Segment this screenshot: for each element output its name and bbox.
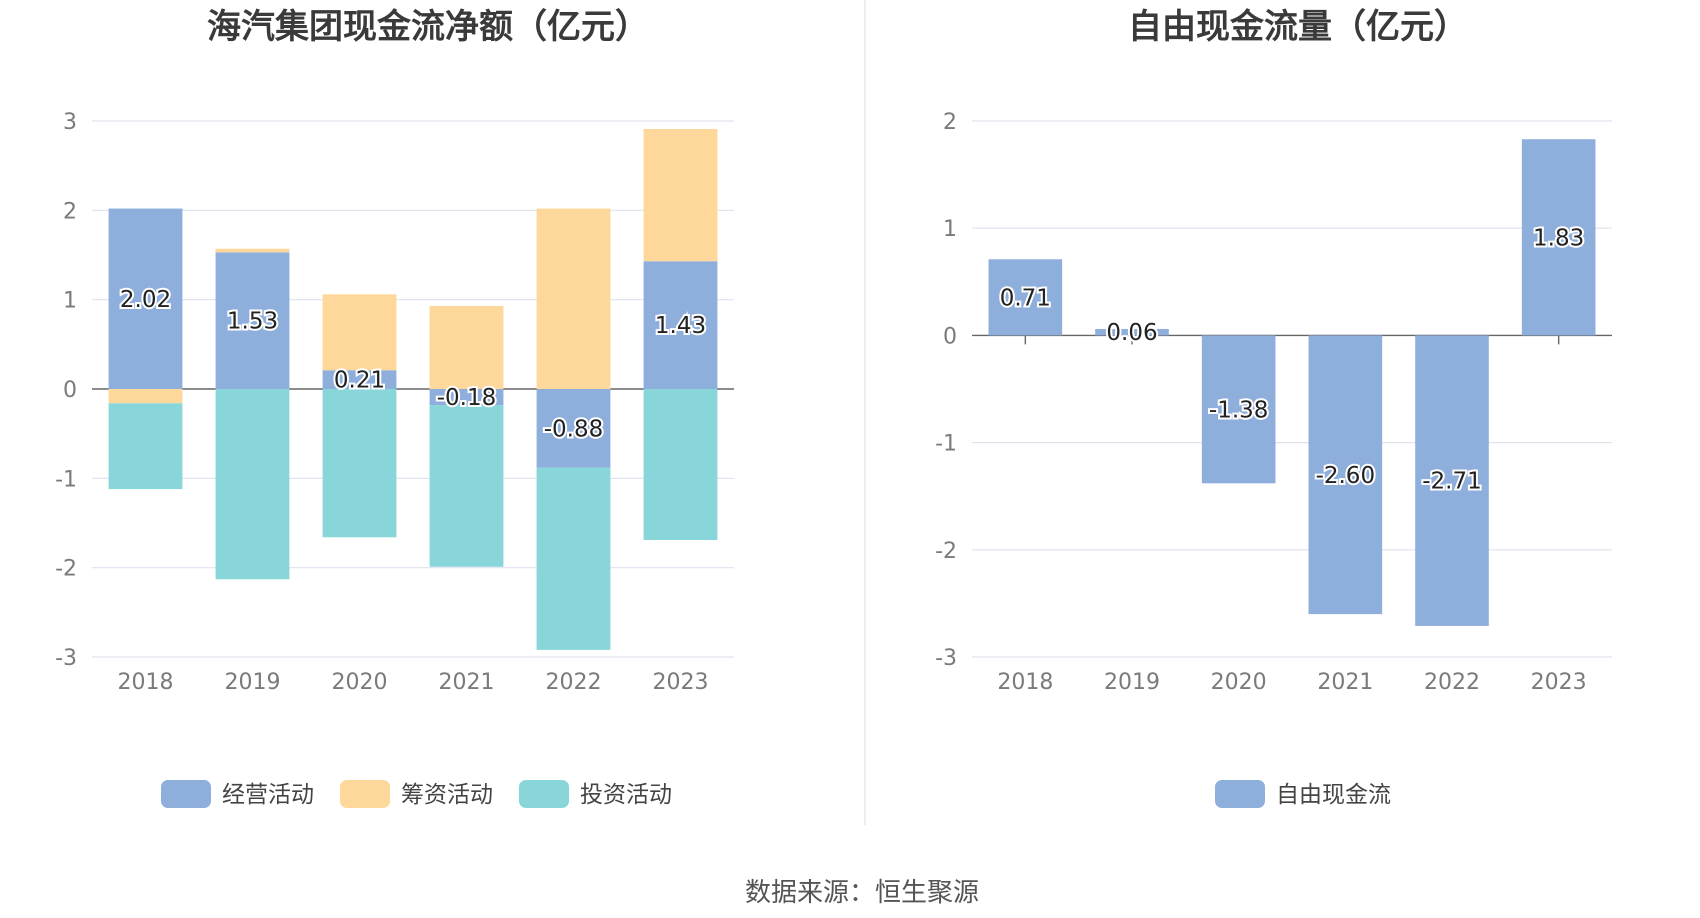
bar-2023-series-2[interactable] (643, 389, 718, 540)
y-tick-label: 3 (63, 110, 77, 135)
chart-2-legend: 自由现金流 (1215, 780, 1391, 808)
data-label-2021: -2.60 (1316, 463, 1376, 489)
x-tick-label: 2022 (1424, 670, 1480, 695)
source-note: 数据来源：恒生聚源 (745, 878, 979, 908)
x-tick-label: 2019 (1104, 670, 1160, 695)
legend-item-free-cash-flow[interactable]: 自由现金流 (1215, 780, 1391, 808)
bar-2022-series-2[interactable] (536, 467, 611, 650)
bar-2018-series-2[interactable] (108, 403, 183, 490)
bar-2019-series-1[interactable] (215, 248, 290, 253)
legend-swatch-free-cash-flow (1215, 780, 1265, 808)
x-tick-label: 2019 (225, 670, 281, 695)
chart-2-title: 自由现金流量（亿元） (1128, 7, 1468, 47)
legend-item-operating[interactable]: 经营活动 (161, 780, 314, 808)
bar-2021-series-0[interactable] (1308, 335, 1383, 615)
x-tick-label: 2021 (1317, 670, 1373, 695)
bar-2021-series-0[interactable] (429, 389, 504, 406)
y-tick-label: 2 (63, 199, 77, 224)
x-tick-label: 2020 (1211, 670, 1267, 695)
bar-2019-series-0[interactable] (1095, 328, 1169, 336)
data-label-2019: 0.06 (1106, 320, 1157, 346)
y-tick-label: 1 (63, 289, 77, 314)
bar-2023-series-0[interactable] (1521, 139, 1596, 336)
data-label-2023: 1.83 (1533, 225, 1584, 251)
data-label-2022: -0.88 (544, 416, 604, 442)
legend-label-operating: 经营活动 (222, 782, 314, 808)
bar-2019-series-2[interactable] (215, 389, 290, 580)
data-label-2018: 0.71 (1000, 285, 1051, 311)
data-label-2020: -1.38 (1209, 397, 1269, 423)
y-tick-label: 0 (63, 378, 77, 403)
y-tick-label: -1 (55, 467, 77, 492)
x-tick-label: 2018 (997, 670, 1053, 695)
bar-2022-series-0[interactable] (536, 389, 611, 468)
data-label-2019: 1.53 (227, 309, 278, 335)
y-tick-label: 0 (943, 324, 957, 349)
y-tick-label: -1 (935, 432, 957, 457)
y-tick-label: -3 (55, 646, 77, 671)
data-label-2020: 0.21 (334, 368, 385, 394)
y-tick-label: -2 (935, 539, 957, 564)
legend-item-investing[interactable]: 投资活动 (519, 780, 672, 808)
x-tick-label: 2020 (332, 670, 388, 695)
y-tick-label: 1 (943, 217, 957, 242)
bar-2022-series-1[interactable] (536, 208, 611, 389)
x-tick-label: 2023 (1531, 670, 1587, 695)
y-tick-label: -2 (55, 557, 77, 582)
bar-2021-series-1[interactable] (429, 305, 504, 389)
bar-2023-series-0[interactable] (643, 261, 718, 389)
y-tick-label: -3 (935, 646, 957, 671)
bar-2018-series-1[interactable] (108, 389, 183, 404)
bar-2018-series-0[interactable] (988, 259, 1063, 336)
legend-label-investing: 投资活动 (580, 782, 672, 808)
x-tick-label: 2023 (653, 670, 709, 695)
bar-2019-series-0[interactable] (215, 252, 290, 389)
bar-2020-series-1[interactable] (322, 294, 397, 371)
y-tick-label: 2 (943, 110, 957, 135)
data-label-2023: 1.43 (655, 313, 706, 339)
bar-2018-series-0[interactable] (108, 208, 183, 389)
bar-2020-series-0[interactable] (1201, 335, 1276, 484)
bar-2021-series-2[interactable] (429, 405, 504, 567)
chart-1-title: 海汽集团现金流净额（亿元） (207, 7, 649, 47)
bar-2020-series-0[interactable] (322, 370, 397, 389)
bar-2023-series-1[interactable] (643, 129, 718, 262)
legend-item-financing[interactable]: 筹资活动 (340, 780, 493, 808)
data-label-2018: 2.02 (120, 287, 171, 313)
data-label-2022: -2.71 (1422, 469, 1482, 495)
x-tick-label: 2018 (118, 670, 174, 695)
legend-swatch-operating (161, 780, 211, 808)
chart-1-legend: 经营活动 筹资活动 投资活动 (161, 780, 672, 808)
data-label-2021: -0.18 (437, 385, 497, 411)
legend-swatch-financing (340, 780, 390, 808)
bar-2020-series-2[interactable] (322, 389, 397, 538)
legend-label-free-cash-flow: 自由现金流 (1276, 782, 1391, 808)
legend-label-financing: 筹资活动 (401, 782, 493, 808)
chart-1-plot: 3 2 1 0 -1 -2 -3 2018 2019 2020 2021 2022 2023 2.02 1.… (55, 110, 734, 695)
x-tick-label: 2021 (439, 670, 495, 695)
chart-2-plot: 2 1 0 -1 -2 -3 2018 2019 2020 2021 2022 2023 0.71 0.0… (935, 110, 1612, 695)
bar-2022-series-0[interactable] (1415, 335, 1489, 626)
x-tick-label: 2022 (546, 670, 602, 695)
legend-swatch-investing (519, 780, 569, 808)
